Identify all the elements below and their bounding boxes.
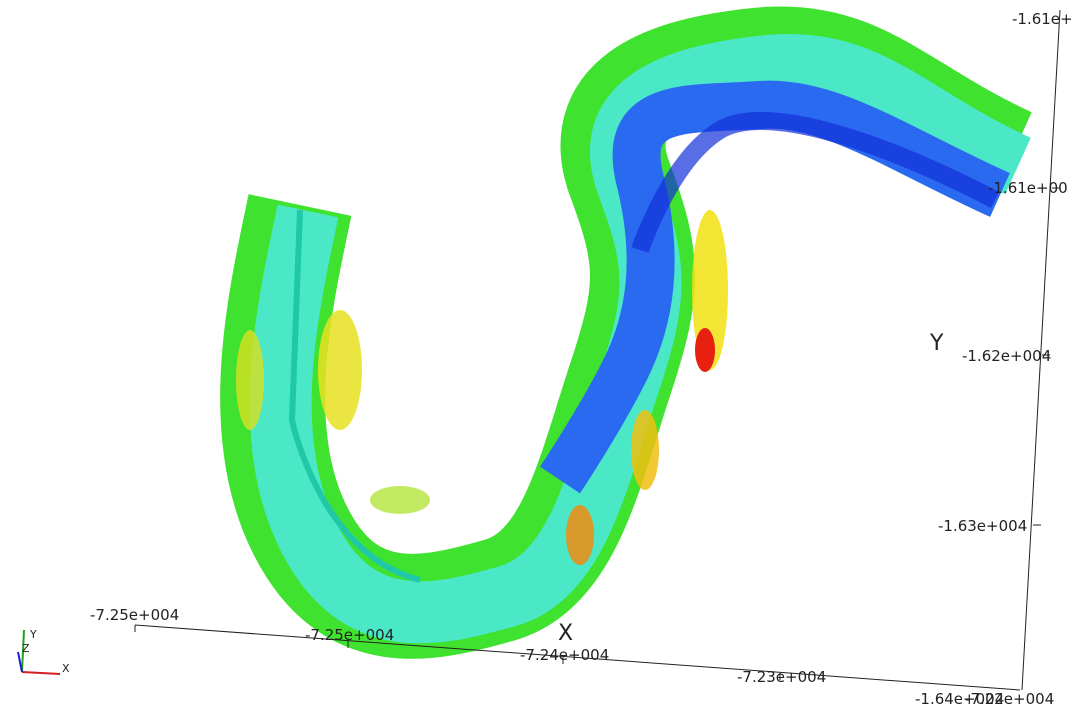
axis-label: Z: [22, 642, 30, 655]
orientation-axes: Y Z X: [18, 628, 70, 675]
river-channel: [273, 59, 1018, 612]
axis-label: X: [62, 662, 70, 675]
x-tick-label: -7.23e+004: [737, 668, 826, 686]
y-tick-label: -1.61e+: [1012, 10, 1072, 28]
x-tick-label: -7.24e+004: [520, 646, 609, 664]
render-view: X -7.25e+004 -7.25e+004 -7.24e+004 -7.23…: [0, 0, 1072, 708]
x-axis-title: X: [558, 621, 573, 646]
x-tick-label: -7.25e+004: [90, 606, 179, 624]
y-axis-title: Y: [929, 331, 944, 356]
y-tick-label: -1.63e+004: [938, 517, 1027, 535]
y-tick-label: -1.62e+004: [962, 347, 1051, 365]
y-tick-label: -1.64e+004: [915, 690, 1004, 708]
x-tick-label: -7.25e+004: [305, 626, 394, 644]
y-tick-label: -1.61e+00: [988, 179, 1068, 197]
axis-label: Y: [29, 628, 37, 641]
